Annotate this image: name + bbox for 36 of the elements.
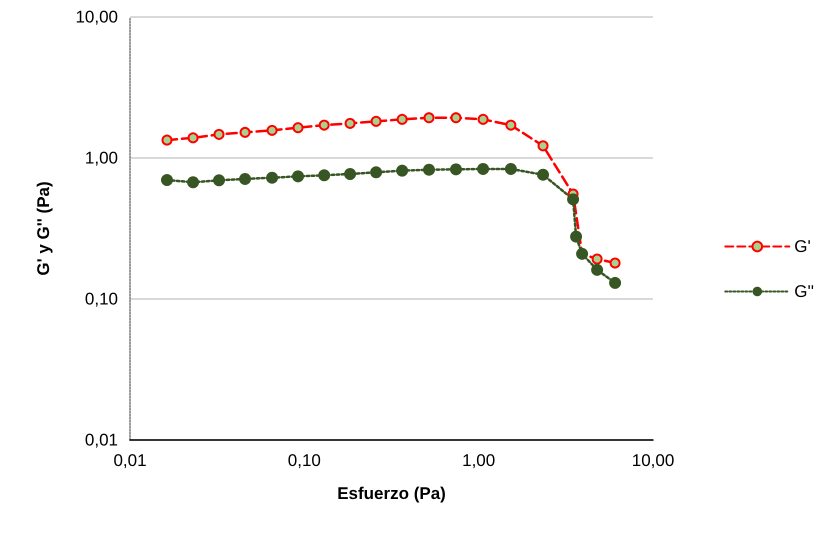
point xyxy=(450,112,462,124)
x-tick-label: 1,00 xyxy=(462,451,496,470)
point xyxy=(240,126,251,138)
y-tick-label: 0,01 xyxy=(84,430,118,450)
y-tick-label: 0,10 xyxy=(84,290,118,308)
y-axis-title: G' y G'' (Pa) xyxy=(34,181,53,276)
x-tick-label: 0,10 xyxy=(288,451,321,470)
point xyxy=(450,163,462,176)
point xyxy=(344,118,356,129)
point xyxy=(423,164,436,176)
point xyxy=(370,166,382,178)
x-tick-label: 10,00 xyxy=(632,451,674,470)
point xyxy=(396,164,408,177)
point xyxy=(162,134,172,146)
point xyxy=(396,114,408,125)
point xyxy=(187,176,200,188)
point xyxy=(292,122,304,134)
point xyxy=(188,132,199,144)
y-tick-label: 1,00 xyxy=(84,148,118,168)
x-tick-label: 0,01 xyxy=(113,451,147,470)
point xyxy=(318,120,330,131)
point xyxy=(292,170,304,182)
x-axis-title: Esfuerzo (Pa) xyxy=(337,484,446,503)
point xyxy=(424,112,435,124)
point xyxy=(370,116,382,127)
point xyxy=(266,124,278,136)
point xyxy=(213,174,226,186)
point xyxy=(318,169,330,182)
y-tick-label: 10,00 xyxy=(75,8,118,26)
point xyxy=(239,172,252,185)
legend-label: G'' xyxy=(794,282,814,301)
point xyxy=(161,174,173,186)
point xyxy=(266,172,278,184)
point xyxy=(214,128,225,140)
point xyxy=(344,168,356,180)
legend-label: G' xyxy=(794,237,811,256)
